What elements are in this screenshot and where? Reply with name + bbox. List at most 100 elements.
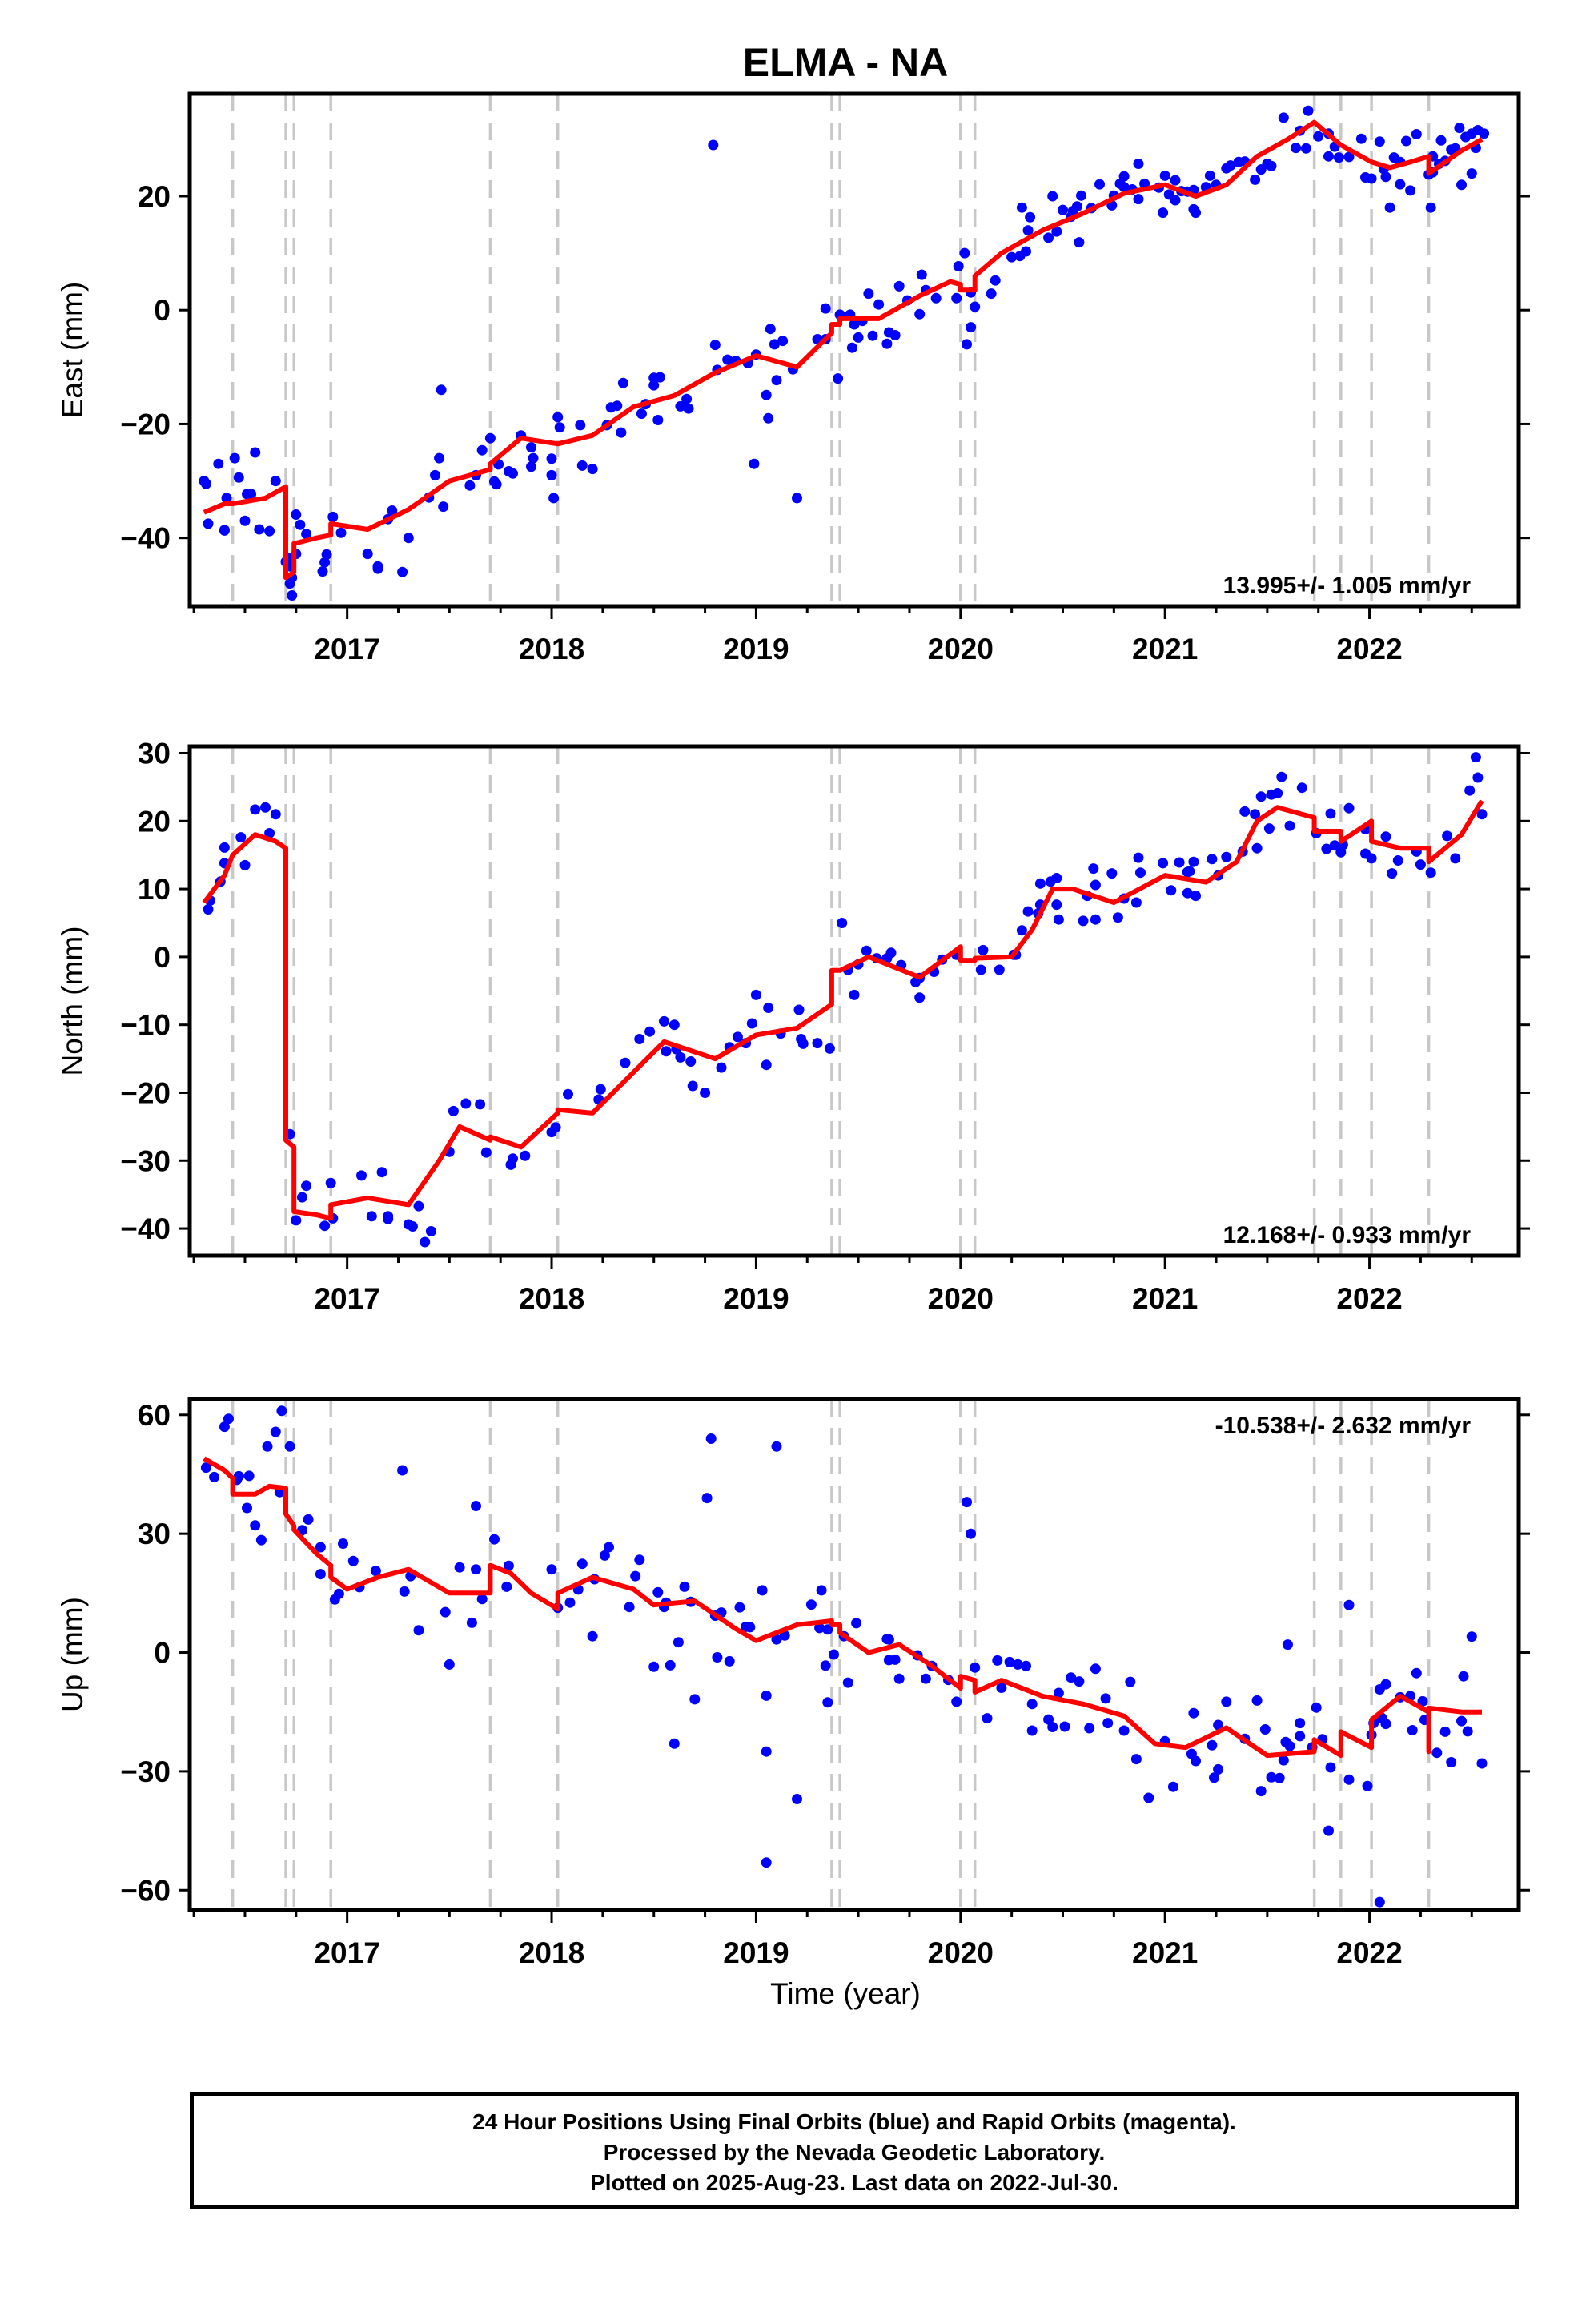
y-tick-label: 10 <box>138 873 171 906</box>
plot-frame <box>187 1397 1521 1912</box>
data-point <box>436 384 447 396</box>
data-point <box>1213 1763 1224 1775</box>
data-point <box>1118 1725 1130 1736</box>
data-point <box>1170 195 1181 206</box>
data-point <box>1291 143 1302 154</box>
data-point <box>1278 1755 1289 1766</box>
y-tick-label: −20 <box>120 408 171 440</box>
data-point <box>616 427 627 438</box>
y-tick-label: −40 <box>120 1212 171 1245</box>
data-point <box>520 1150 531 1161</box>
data-point <box>1300 143 1311 154</box>
data-point <box>552 412 564 423</box>
data-point <box>425 1226 436 1236</box>
data-point <box>1159 170 1170 181</box>
y-tick-label: 60 <box>138 1399 171 1432</box>
y-tick-label: 0 <box>154 294 171 327</box>
data-point <box>849 989 860 1000</box>
data-point <box>1255 791 1267 802</box>
data-point <box>297 1192 307 1203</box>
data-point <box>1456 1715 1467 1727</box>
data-point <box>914 308 926 320</box>
data-point <box>636 408 647 420</box>
data-point <box>1355 133 1367 144</box>
data-point <box>1006 251 1018 263</box>
data-point <box>239 859 251 870</box>
data-point <box>480 1147 492 1158</box>
data-point <box>1284 820 1295 831</box>
data-point <box>491 479 502 490</box>
data-point <box>1094 179 1105 190</box>
data-point <box>687 1080 698 1092</box>
data-point <box>399 1586 410 1597</box>
data-point <box>1343 151 1355 163</box>
data-point <box>820 303 831 314</box>
x-tick-label: 2017 <box>314 1282 379 1315</box>
data-point <box>221 493 232 504</box>
data-point <box>1325 1762 1336 1773</box>
data-point <box>550 1122 561 1133</box>
data-point <box>1366 173 1377 184</box>
data-point <box>476 444 488 456</box>
data-point <box>634 1034 645 1044</box>
data-point <box>849 319 860 330</box>
data-point <box>576 460 588 471</box>
data-point <box>761 1746 772 1757</box>
data-point <box>301 1180 312 1192</box>
data-point <box>1184 866 1195 877</box>
data-point <box>1076 190 1086 201</box>
data-point <box>1323 151 1334 162</box>
data-point <box>250 804 261 815</box>
data-point <box>665 1659 676 1671</box>
data-point <box>724 1655 735 1667</box>
data-point <box>325 1177 336 1188</box>
data-point <box>1250 809 1261 820</box>
data-point <box>1090 879 1101 891</box>
data-point <box>763 412 774 424</box>
data-point <box>634 1554 645 1566</box>
y-tick-label: −20 <box>120 1076 171 1109</box>
data-point <box>953 261 964 271</box>
data-point <box>769 339 780 350</box>
y-axis-label: East (mm) <box>56 282 89 419</box>
data-point <box>1401 135 1411 147</box>
data-point <box>1476 809 1488 820</box>
data-point <box>885 947 897 959</box>
data-point <box>1431 1747 1443 1759</box>
data-point <box>914 992 926 1003</box>
data-point <box>761 1857 772 1868</box>
data-point <box>1295 1718 1306 1729</box>
data-point <box>407 1221 418 1232</box>
data-point <box>771 1441 782 1452</box>
data-point <box>333 1588 344 1599</box>
data-point <box>1303 105 1314 116</box>
data-point <box>1425 202 1436 213</box>
data-point <box>420 1236 431 1248</box>
data-point <box>1188 1707 1199 1719</box>
data-point <box>1225 160 1236 171</box>
data-point <box>966 1528 977 1539</box>
data-point <box>489 1534 500 1545</box>
data-point <box>1133 194 1144 205</box>
data-point <box>1284 1740 1295 1751</box>
data-point <box>978 944 989 955</box>
data-point <box>291 1215 302 1226</box>
data-point <box>1407 1725 1418 1735</box>
data-point <box>990 275 1001 286</box>
data-point <box>546 453 557 464</box>
data-point <box>689 1694 701 1705</box>
data-point <box>685 1056 697 1067</box>
data-point <box>824 1043 835 1054</box>
data-point <box>1476 1758 1488 1769</box>
data-point <box>1182 887 1193 899</box>
data-point <box>319 557 331 568</box>
data-point <box>209 1471 220 1482</box>
data-point <box>1479 128 1490 139</box>
data-point <box>440 1606 451 1618</box>
data-point <box>916 269 927 280</box>
y-tick-label: 30 <box>138 1518 171 1550</box>
data-point <box>1166 885 1177 896</box>
data-point <box>1207 854 1218 865</box>
data-point <box>301 529 312 540</box>
data-point <box>1282 1639 1293 1651</box>
